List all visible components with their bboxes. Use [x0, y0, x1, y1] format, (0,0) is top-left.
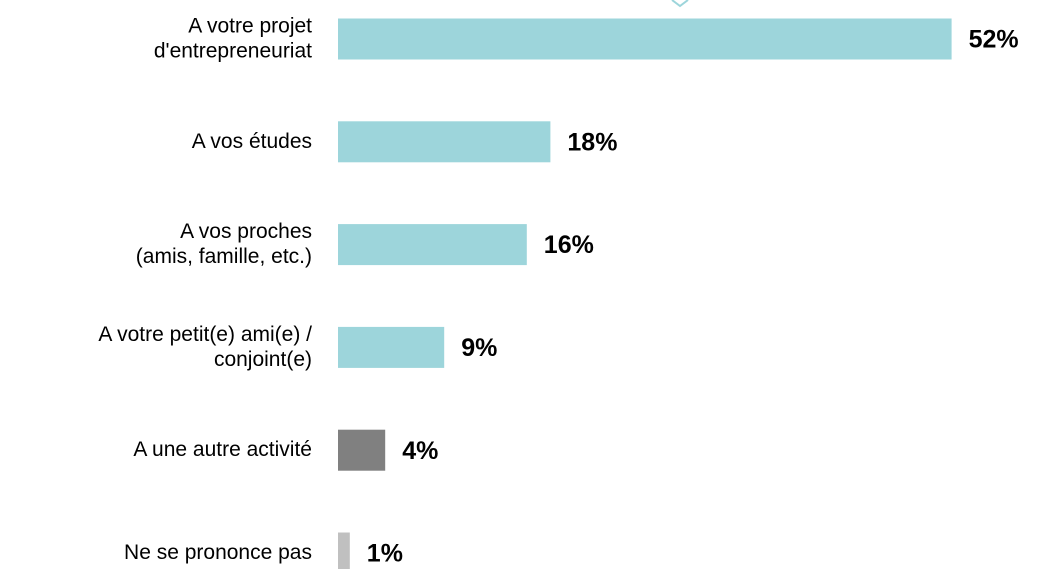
category-label: Ne se prononce pas	[124, 541, 312, 564]
value-label: 4%	[402, 437, 438, 465]
category-label: A votre projet d'entrepreneuriat	[154, 14, 312, 62]
value-label: 52%	[969, 26, 1019, 54]
category-label: A votre petit(e) ami(e) / conjoint(e)	[98, 322, 312, 370]
bar	[338, 532, 350, 569]
bar	[338, 224, 527, 266]
bar	[338, 121, 551, 163]
decoration	[671, 0, 689, 8]
bar	[338, 18, 952, 60]
value-label: 16%	[544, 231, 594, 259]
value-label: 9%	[461, 334, 497, 362]
category-label: A vos proches (amis, famille, etc.)	[136, 220, 312, 268]
bar	[338, 326, 445, 368]
category-label: A une autre activité	[133, 438, 312, 461]
value-label: 18%	[567, 128, 617, 156]
value-label: 1%	[367, 540, 403, 568]
bar	[338, 429, 386, 471]
category-label: A vos études	[192, 129, 312, 152]
